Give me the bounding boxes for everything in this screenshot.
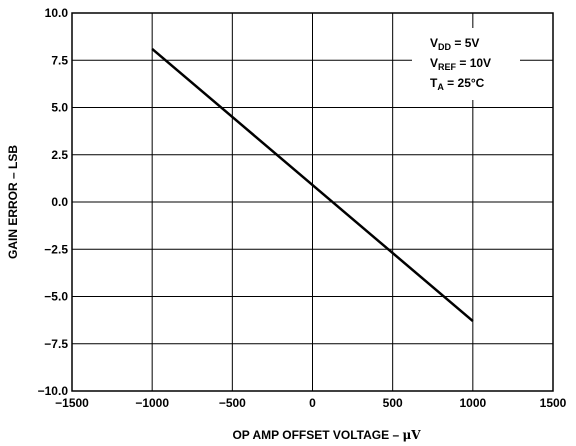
x-tick-label: −500 [219,396,246,410]
annotation-line: TA = 25°C [430,76,485,92]
y-tick-label: 5.0 [51,101,68,115]
x-tick-label: 500 [383,396,403,410]
x-tick-label: −1500 [55,396,89,410]
axes: −1500 −1000 −500 0 500 1000 1500 10.0 7.5 5.0 2.5 0… [38,6,567,410]
gain-error-line [151,47,474,323]
x-tick-label: 1500 [540,396,567,410]
plot-frame [71,12,554,392]
annotation-line: VDD = 5V [430,36,479,52]
x-axis-title: OP AMP OFFSET VOLTAGE – μV [232,428,421,442]
annotation-background [412,28,520,100]
y-tick-label: −10.0 [38,384,69,398]
x-tick-label: 1000 [459,396,486,410]
y-tick-label: 2.5 [51,148,68,162]
y-tick-label: 0.0 [51,195,68,209]
y-tick-label: −2.5 [44,242,68,256]
annotation-line: VREF = 10V [430,56,491,72]
series-layer [151,47,474,323]
legend-annotation: VDD = 5V VREF = 10V TA = 25°C [412,28,520,100]
y-tick-label: 10.0 [45,6,69,20]
y-tick-label: −7.5 [44,337,68,351]
y-tick-label: 7.5 [51,53,68,67]
y-axis-title: GAIN ERROR – LSB [6,145,20,259]
x-tick-label: −1000 [135,396,169,410]
y-tick-label: −5.0 [44,290,68,304]
x-tick-label: 0 [309,396,316,410]
grid [72,13,553,391]
